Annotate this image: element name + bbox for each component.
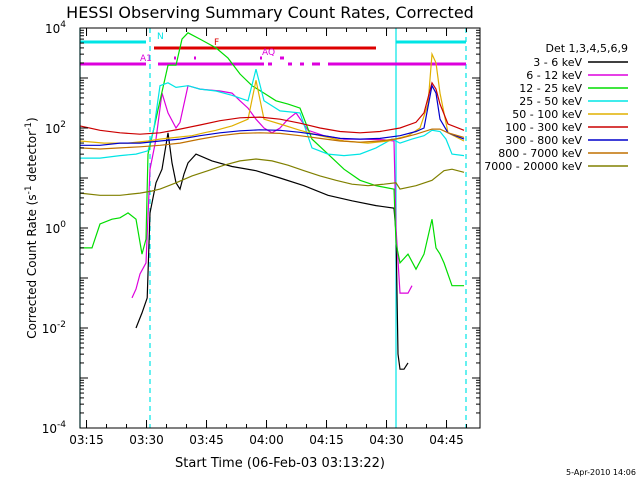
y-tick-label: 10-4 (42, 420, 67, 436)
x-tick-label: 04:45 (429, 433, 464, 447)
series-line-3 (80, 32, 464, 287)
flag-label-aq: AQ (262, 48, 275, 58)
series-line-4 (80, 69, 465, 159)
x-tick-label: 03:45 (189, 433, 224, 447)
x-tick-label: 04:15 (309, 433, 344, 447)
plot-frame (79, 27, 481, 429)
y-axis-label-end: ) (25, 117, 39, 122)
legend-entry-label: 50 - 100 keV (512, 108, 582, 121)
legend-entry-label: 300 - 800 keV (505, 134, 582, 147)
legend-entry-label: 3 - 6 keV (533, 56, 582, 69)
y-axis-label-sup2: -1 (24, 122, 34, 131)
y-tick-label: 100 (45, 220, 66, 236)
y-tick-label: 104 (45, 20, 66, 36)
flag-label-a1: A1 (140, 54, 152, 64)
legend-entry-label: 100 - 300 keV (505, 121, 582, 134)
y-axis-label-main: Corrected Count Rate (s (25, 194, 39, 338)
flag-label-f: F (214, 38, 219, 48)
legend-entry-label: 12 - 25 keV (519, 82, 582, 95)
legend-entry-label: 25 - 50 keV (519, 95, 582, 108)
y-axis-label: Corrected Count Rate (s-1 detector-1) (24, 117, 39, 338)
y-axis-label-sup1: -1 (24, 185, 34, 194)
y-tick-label: 102 (45, 120, 66, 136)
series-line-1 (135, 132, 409, 370)
x-tick-label: 03:15 (69, 433, 104, 447)
legend-title: Det 1,3,4,5,6,9 (545, 42, 628, 55)
footer-date: 5-Apr-2010 14:06 (566, 468, 636, 477)
series-line-7 (80, 83, 465, 146)
x-axis-label: Start Time (06-Feb-03 03:13:22) (175, 456, 385, 471)
series-line-8 (79, 128, 465, 150)
y-tick-label: 10-2 (42, 320, 66, 336)
x-tick-label: 04:30 (369, 433, 404, 447)
flag-label-n: N (157, 32, 164, 42)
x-tick-label: 03:30 (129, 433, 164, 447)
legend-entry-label: 6 - 12 keV (526, 69, 582, 82)
legend-entry-label: 7000 - 20000 keV (484, 160, 582, 173)
series-line-5 (79, 51, 465, 144)
x-tick-label: 04:00 (249, 433, 284, 447)
series-line-2 (131, 84, 413, 299)
chart-title: HESSI Observing Summary Count Rates, Cor… (66, 3, 474, 22)
legend-entry-label: 800 - 7000 keV (498, 147, 582, 160)
y-axis-label-mid: detector (25, 131, 39, 186)
plot-area: N F AQ A1 03:15 03:30 03:45 04:00 04:15 04:30 04:4… (42, 20, 481, 447)
series-line-9 (79, 158, 465, 196)
series-line-6 (79, 81, 465, 135)
